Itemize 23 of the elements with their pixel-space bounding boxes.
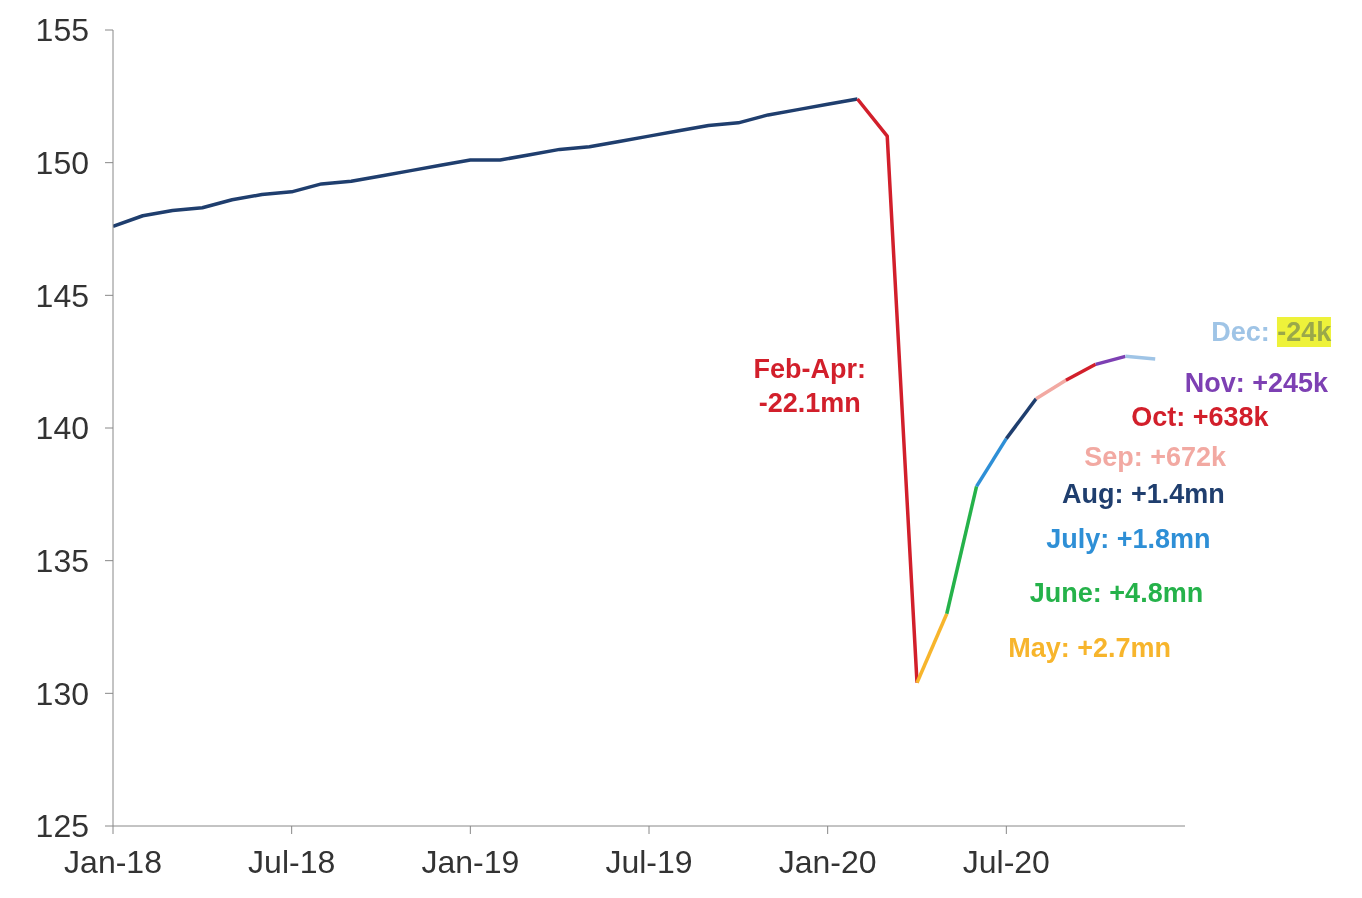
line-series [113,97,860,229]
annotation: July: +1.8mn [1046,523,1211,557]
y-tick-label: 150 [35,145,89,182]
annotation: Nov: +245k [1184,366,1329,400]
annotation: May: +2.7mn [1008,632,1172,666]
y-tick-label: 155 [35,12,89,49]
x-tick-label: Jan-18 [64,843,162,880]
x-tick-label: Jul-18 [248,843,336,880]
y-tick-label: 140 [35,410,89,447]
annotation: June: +4.8mn [1029,576,1204,610]
x-tick-label: Jan-19 [421,843,520,880]
x-tick-label: Jan-20 [778,843,877,880]
annotation: Sep: +672k [1084,441,1227,475]
y-tick-label: 135 [35,543,89,580]
y-tick-label: 145 [35,277,89,314]
y-tick-label: 130 [35,675,89,712]
x-tick-label: Jul-19 [605,843,693,880]
annotation: Aug: +1.4mn [1061,478,1225,512]
annotation: Oct: +638k [1131,401,1269,435]
annotation: Feb-Apr: -22.1mn [753,352,867,420]
x-tick-label: Jul-20 [962,843,1050,880]
y-tick-label: 125 [35,808,89,845]
text: Dec: -24k [1211,317,1332,348]
